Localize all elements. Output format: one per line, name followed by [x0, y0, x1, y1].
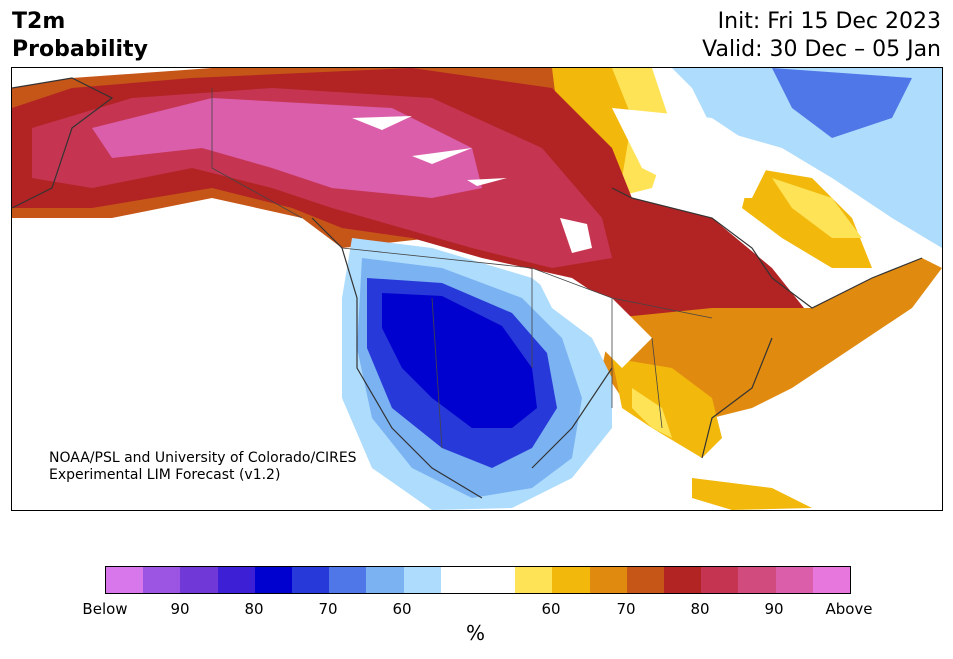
colorbar-swatch — [775, 567, 813, 593]
colorbar — [105, 566, 851, 594]
colorbar-tick-label: 90 — [764, 600, 784, 618]
colorbar-swatch — [701, 567, 739, 593]
white-region-quebec — [612, 108, 772, 198]
colorbar-swatch — [589, 567, 627, 593]
valid-period: Valid: 30 Dec – 05 Jan — [702, 37, 941, 62]
colorbar-swatch — [626, 567, 665, 593]
colorbar-tick-label: 70 — [616, 600, 636, 618]
colorbar-tick-label: Above — [825, 600, 873, 618]
colorbar-swatch — [180, 567, 218, 593]
probability-map-canvas — [12, 68, 942, 510]
colorbar-swatch — [812, 567, 851, 593]
colorbar-tick-label: 60 — [392, 600, 412, 618]
colorbar-swatch — [738, 567, 776, 593]
colorbar-tick-label: 60 — [541, 600, 561, 618]
credit-text: NOAA/PSL and University of Colorado/CIRE… — [49, 450, 357, 484]
colorbar-swatch — [664, 567, 702, 593]
colorbar-swatch — [329, 567, 367, 593]
colorbar-swatch — [106, 567, 144, 593]
colorbar-tick-label: Below — [82, 600, 128, 618]
colorbar-swatch — [292, 567, 330, 593]
colorbar-swatch — [403, 567, 441, 593]
colorbar-unit: % — [466, 621, 486, 645]
colorbar-tick-label: 80 — [690, 600, 710, 618]
map-title: T2m Probability — [12, 8, 148, 64]
credit-line-1: NOAA/PSL and University of Colorado/CIRE… — [49, 450, 357, 466]
colorbar-swatch — [515, 567, 553, 593]
colorbar-swatch — [254, 567, 293, 593]
colorbar-swatch — [366, 567, 404, 593]
warm-region-cuba — [692, 478, 812, 510]
colorbar-swatch — [143, 567, 181, 593]
coastline — [12, 77, 923, 499]
colorbar-swatch — [552, 567, 590, 593]
colorbar-swatch — [440, 567, 479, 593]
colorbar-tick-label: 80 — [244, 600, 264, 618]
variable-label: T2m — [12, 9, 66, 34]
credit-line-2: Experimental LIM Forecast (v1.2) — [49, 467, 281, 483]
colorbar-swatch — [478, 567, 516, 593]
colorbar-tick-label: 70 — [318, 600, 338, 618]
colorbar-tick-label: 90 — [170, 600, 190, 618]
white-region-central — [532, 268, 652, 368]
product-label: Probability — [12, 37, 148, 62]
colorbar-swatch — [217, 567, 255, 593]
warm-region-southeast-70 — [612, 358, 722, 458]
forecast-map — [11, 67, 943, 511]
init-date: Init: Fri 15 Dec 2023 — [717, 9, 941, 34]
border-lines — [211, 88, 713, 449]
cool-region-west-90 — [382, 293, 537, 428]
warm-region-east-canada-60 — [772, 178, 862, 238]
lakes-white — [352, 116, 592, 253]
forecast-dates: Init: Fri 15 Dec 2023 Valid: 30 Dec – 05… — [702, 8, 941, 64]
cool-region-quebec-70 — [772, 68, 912, 138]
